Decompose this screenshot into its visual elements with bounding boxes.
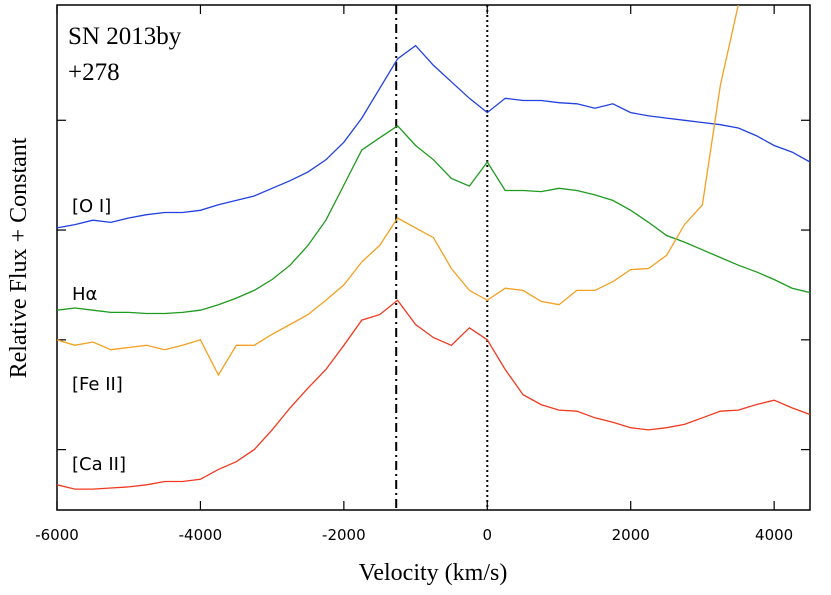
series-label: [Ca II] (72, 454, 126, 475)
x-tick-label: 4000 (755, 526, 793, 544)
annotation: +278 (68, 59, 120, 86)
x-tick-label: -6000 (35, 526, 79, 544)
x-tick-label: -2000 (322, 526, 366, 544)
series-line (57, 5, 739, 377)
plot-frame (56, 4, 811, 511)
series-label: [Fe II] (72, 374, 123, 395)
series-line (57, 44, 810, 229)
series-line (57, 299, 810, 490)
annotation: SN 2013by (68, 23, 182, 50)
series-line (57, 124, 810, 315)
x-tick-label: 2000 (612, 526, 650, 544)
y-axis-label: Relative Flux + Constant (6, 137, 32, 378)
x-tick-label: -4000 (179, 526, 223, 544)
x-tick-label: 0 (483, 526, 493, 544)
series-label: Hα (72, 284, 97, 305)
x-axis-label: Velocity (km/s) (359, 560, 508, 586)
series-label: [O I] (72, 196, 111, 217)
